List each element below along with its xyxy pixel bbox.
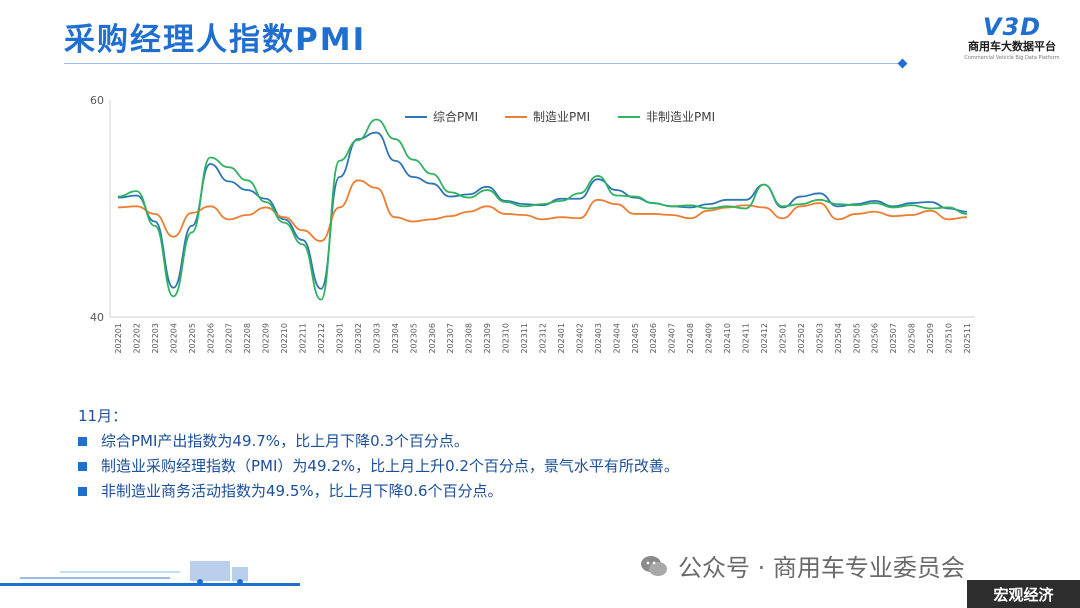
x-tick-label: 202411 — [742, 323, 751, 354]
x-tick-label: 202312 — [539, 323, 548, 354]
x-tick-label: 202311 — [520, 323, 529, 354]
title-divider-diamond — [897, 58, 908, 69]
note-text: 综合PMI产出指数为49.7%，比上月下降0.3个百分点。 — [101, 432, 469, 450]
x-tick-label: 202509 — [926, 323, 935, 354]
x-tick-label: 202508 — [908, 323, 917, 354]
x-tick-label: 202303 — [372, 323, 381, 354]
notes-panel: 11月： 综合PMI产出指数为49.7%，比上月下降0.3个百分点。 制造业采购… — [78, 404, 679, 504]
x-tick-label: 202308 — [465, 323, 474, 354]
note-item: 制造业采购经理指数（PMI）为49.2%，比上月上升0.2个百分点，景气水平有所… — [78, 454, 679, 479]
x-tick-label: 202302 — [354, 323, 363, 354]
x-tick-label: 202401 — [557, 323, 566, 354]
note-text: 非制造业商务活动指数为49.5%，比上月下降0.6个百分点。 — [101, 482, 503, 500]
notes-month: 11月： — [78, 407, 128, 425]
x-tick-label: 202307 — [446, 323, 455, 354]
logo-subtitle: Commercial Vehicle Big Data Platform — [964, 55, 1060, 61]
platform-logo: V3D 商用车大数据平台 Commercial Vehicle Big Data… — [962, 14, 1062, 62]
x-tick-label: 202511 — [963, 323, 972, 354]
x-tick-label: 202402 — [575, 323, 584, 354]
x-tick-label: 202510 — [945, 323, 954, 354]
bullet-square-icon — [78, 437, 87, 446]
wechat-watermark: 公众号 · 商用车专业委员会 — [640, 548, 965, 583]
x-tick-label: 202412 — [760, 323, 769, 354]
x-tick-label: 202207 — [225, 323, 234, 354]
x-tick-label: 202201 — [114, 323, 123, 354]
x-tick-label: 202212 — [317, 323, 326, 354]
note-text: 制造业采购经理指数（PMI）为49.2%，比上月上升0.2个百分点，景气水平有所… — [101, 457, 679, 475]
x-tick-label: 202209 — [262, 323, 271, 354]
watermark-text: 公众号 · 商用车专业委员会 — [678, 554, 965, 582]
x-tick-label: 202210 — [280, 323, 289, 354]
x-tick-label: 202502 — [797, 323, 806, 354]
pmi-line-chart: 40 60 202201 202202 202203 202204 202205 202206… — [90, 94, 975, 354]
x-tick-label: 202406 — [649, 323, 658, 354]
category-tag: 宏观经济 — [967, 580, 1080, 608]
page-title: 采购经理人指数PMI — [64, 22, 367, 58]
x-tick-label: 202310 — [502, 323, 511, 354]
y-tick-label: 40 — [90, 311, 104, 324]
title-divider — [64, 63, 904, 64]
x-tick-label: 202408 — [686, 323, 695, 354]
series-line — [117, 131, 968, 290]
x-tick-label: 202204 — [169, 323, 178, 354]
logo-name: 商用车大数据平台 — [968, 40, 1056, 53]
x-tick-label: 202405 — [631, 323, 640, 354]
series-line — [117, 179, 968, 242]
x-tick-label: 202410 — [723, 323, 732, 354]
x-tick-label: 202503 — [815, 323, 824, 354]
x-tick-label: 202206 — [206, 323, 215, 354]
legend-label: 非制造业PMI — [646, 110, 715, 124]
legend-label: 综合PMI — [433, 109, 478, 124]
x-tick-label: 202211 — [299, 323, 308, 354]
x-tick-label: 202205 — [188, 323, 197, 354]
bullet-square-icon — [78, 462, 87, 471]
y-tick-label: 60 — [90, 94, 104, 107]
truck-decoration-graphic — [0, 561, 300, 586]
legend-label: 制造业PMI — [533, 110, 590, 124]
wechat-icon — [641, 555, 667, 576]
x-tick-label: 202506 — [871, 323, 880, 354]
x-tick-label: 202203 — [151, 323, 160, 354]
x-tick-label: 202305 — [409, 323, 418, 354]
note-item: 综合PMI产出指数为49.7%，比上月下降0.3个百分点。 — [78, 429, 679, 454]
x-tick-label: 202306 — [428, 323, 437, 354]
x-tick-label: 202404 — [612, 323, 621, 354]
x-tick-label: 202301 — [335, 323, 344, 354]
x-tick-label: 202202 — [132, 323, 141, 354]
x-tick-label: 202409 — [705, 323, 714, 354]
note-item: 非制造业商务活动指数为49.5%，比上月下降0.6个百分点。 — [78, 479, 679, 504]
logo-mark: V3D — [982, 13, 1042, 41]
x-tick-label: 202501 — [778, 323, 787, 354]
x-tick-label: 202505 — [852, 323, 861, 354]
x-tick-label: 202504 — [834, 323, 843, 354]
x-tick-label: 202507 — [889, 323, 898, 354]
x-tick-label: 202403 — [594, 323, 603, 354]
x-tick-label: 202208 — [243, 323, 252, 354]
x-tick-label: 202309 — [483, 323, 492, 354]
x-tick-label: 202407 — [668, 323, 677, 354]
bullet-square-icon — [78, 487, 87, 496]
x-tick-label: 202304 — [391, 323, 400, 354]
series-line — [117, 118, 968, 301]
